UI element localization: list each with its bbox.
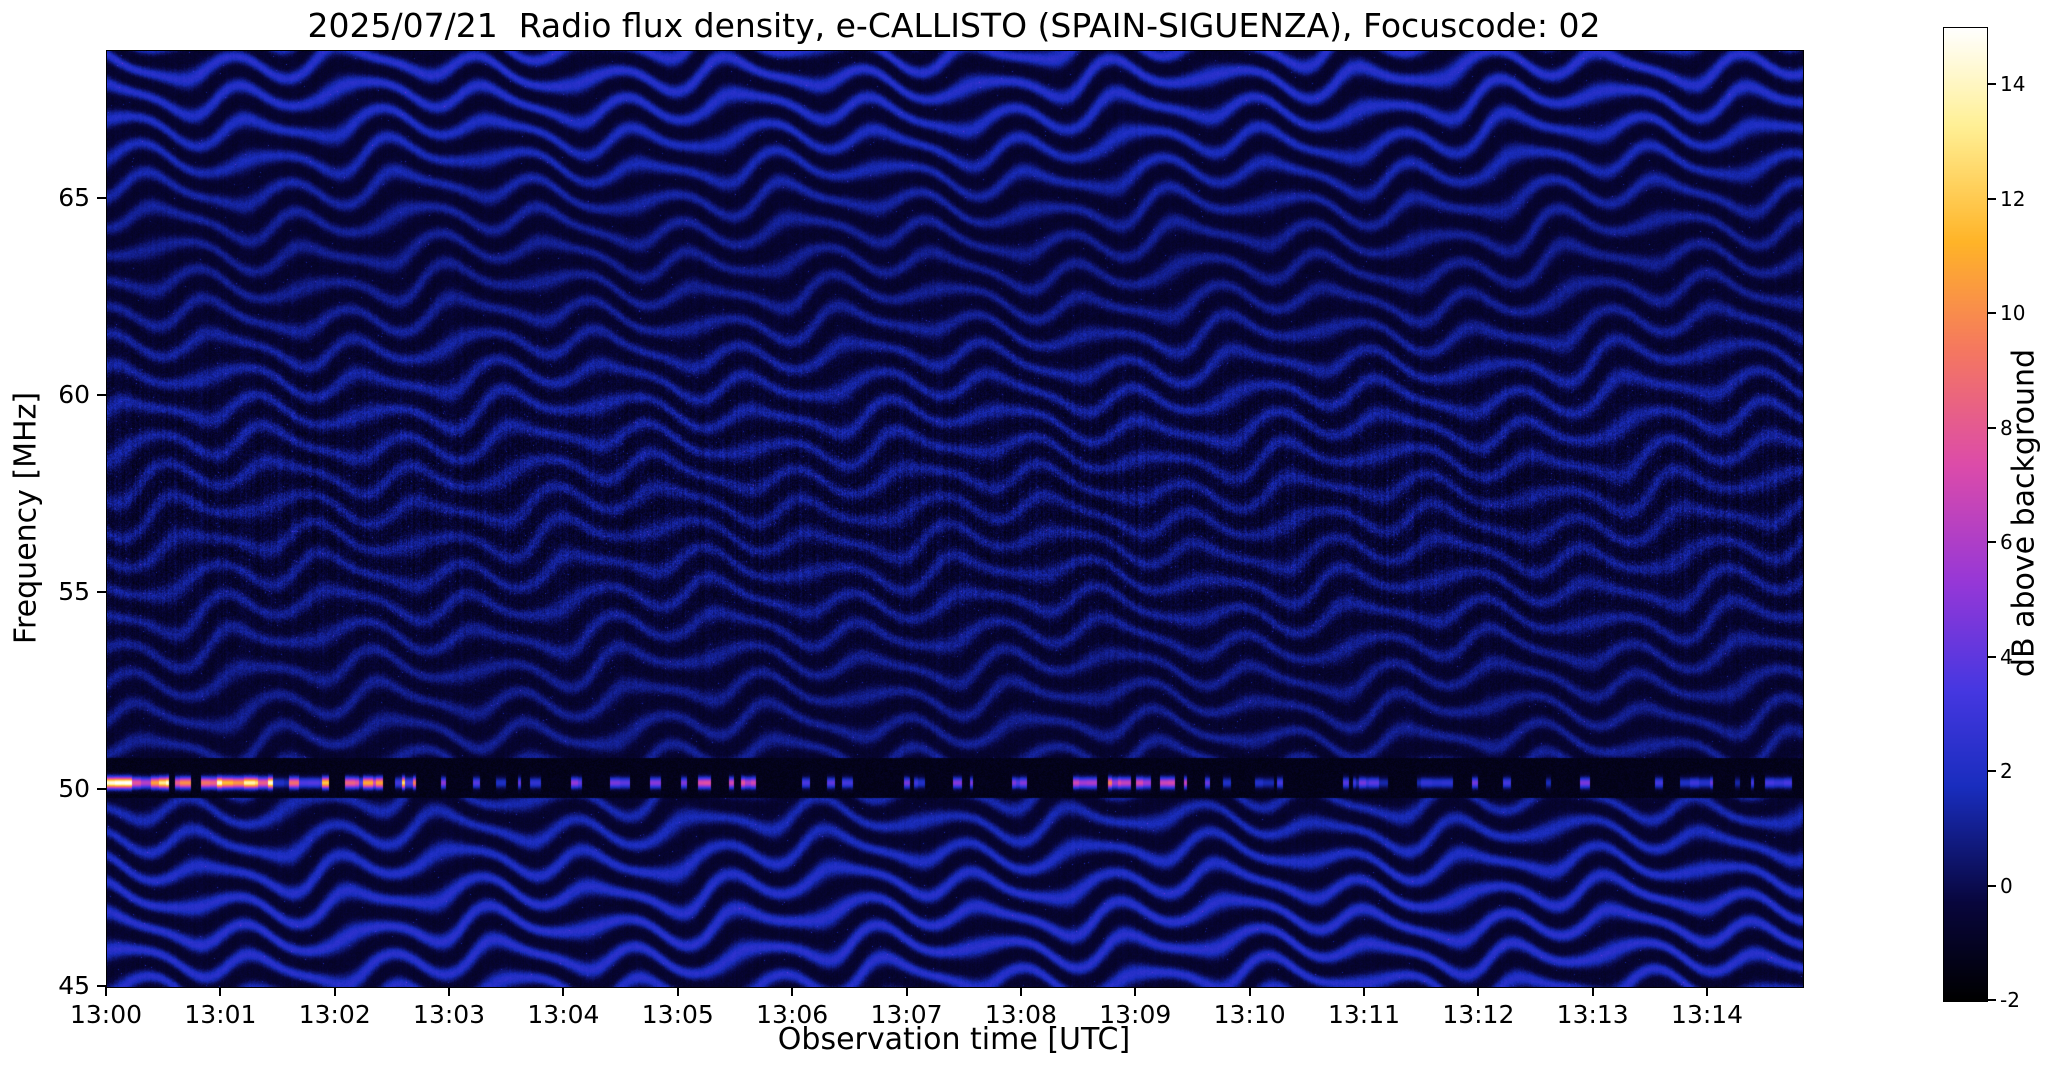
x-tick-label: 13:13 [1556,1000,1629,1029]
colorbar-tick [1988,426,1996,429]
x-tick-label: 13:10 [1213,1000,1286,1029]
x-tick [1706,987,1709,996]
x-tick [676,987,679,996]
x-tick-label: 13:03 [413,1000,486,1029]
x-tick-label: 13:04 [527,1000,600,1029]
spectrogram-heatmap [106,50,1804,988]
colorbar-tick-label: 6 [2000,530,2013,555]
x-tick-label: 13:02 [298,1000,371,1029]
x-tick-label: 13:05 [641,1000,714,1029]
colorbar-tick [1988,541,1996,544]
x-tick [448,987,451,996]
x-tick [219,987,222,996]
x-tick-label: 13:00 [69,1000,143,1029]
colorbar-tick-label: 4 [2000,644,2013,669]
colorbar-tick [1988,999,1996,1001]
colorbar-tick-label: 12 [2000,186,2026,211]
x-tick [1477,987,1480,996]
colorbar-tick [1988,655,1996,658]
y-tick [97,393,106,396]
colorbar-gradient [1943,27,1988,1002]
colorbar-tick-label: -2 [2000,988,2020,1012]
x-tick [562,987,565,996]
y-tick [97,196,106,199]
x-tick-label: 13:12 [1442,1000,1515,1029]
colorbar-tick [1988,770,1996,773]
colorbar-tick [1988,83,1996,86]
colorbar-tick [1988,312,1996,315]
colorbar-tick-label: 10 [2000,301,2026,326]
colorbar-tick [1988,197,1996,200]
colorbar-tick [1988,884,1996,887]
colorbar-label: dB above background [2006,348,2042,678]
y-tick-label: 50 [58,773,90,803]
x-tick-label: 13:01 [184,1000,257,1029]
y-tick-label: 45 [58,971,90,1000]
colorbar-tick-label: 2 [2000,759,2013,784]
x-tick [333,987,336,996]
x-tick [905,987,908,996]
x-axis-label: Observation time [UTC] [777,1022,1131,1057]
colorbar-tick-label: 0 [2000,873,2013,898]
x-tick [1362,987,1365,996]
y-tick [97,985,106,987]
y-tick-label: 60 [58,379,90,409]
y-tick [97,787,106,790]
colorbar-tick-label: 14 [2000,72,2026,97]
x-tick-label: 13:08 [984,1000,1057,1029]
y-tick-label: 55 [58,576,90,606]
y-tick-label: 65 [58,182,90,212]
x-tick [1248,987,1251,996]
colorbar-tick-label: 8 [2000,415,2013,440]
x-tick-label: 13:14 [1671,1000,1744,1029]
x-tick [1134,987,1137,996]
x-tick [1591,987,1594,996]
x-tick-label: 13:06 [756,1000,829,1029]
x-tick-label: 13:07 [870,1000,943,1029]
chart-title: 2025/07/21 Radio flux density, e-CALLIST… [307,6,1601,45]
x-tick [791,987,794,996]
x-tick-label: 13:09 [1099,1000,1172,1029]
x-tick-label: 13:11 [1327,1000,1400,1029]
y-tick [97,590,106,593]
x-tick [105,987,107,996]
y-axis-label: Frequency [MHz] [8,391,44,645]
x-tick [1019,987,1022,996]
